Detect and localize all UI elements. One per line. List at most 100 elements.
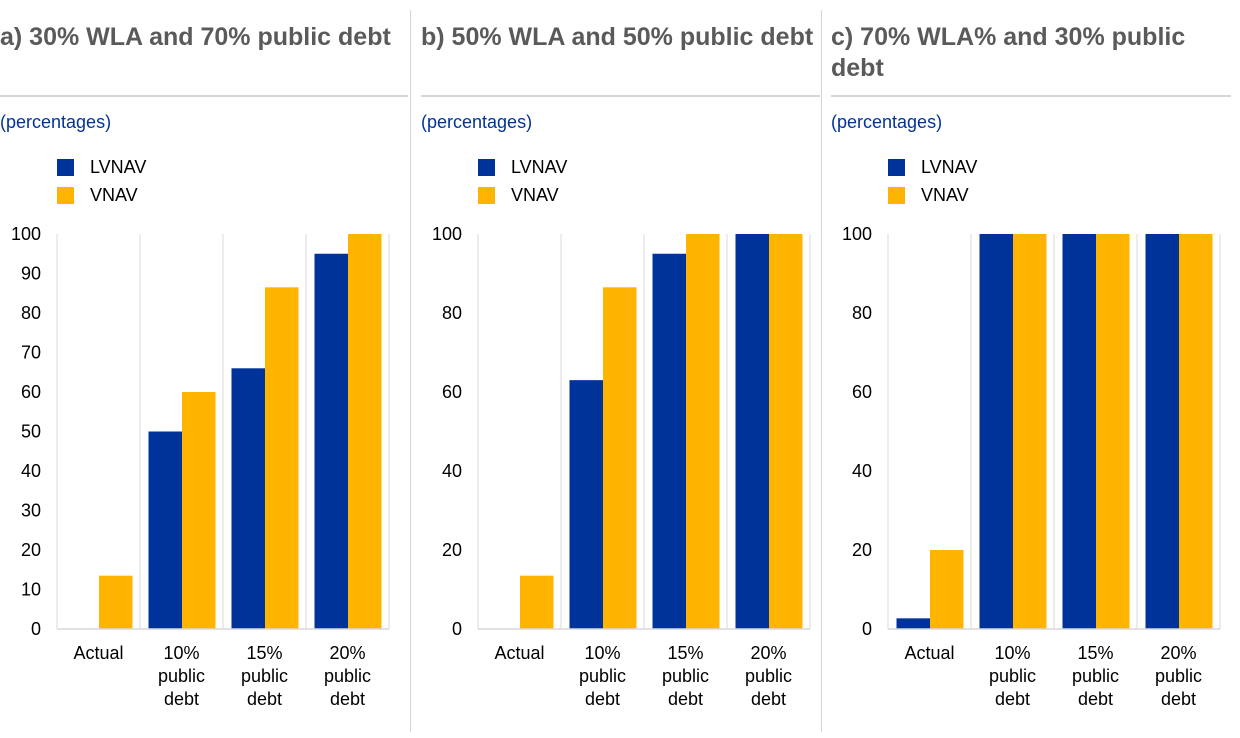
x-tick-label-line: debt bbox=[247, 689, 282, 709]
bar-vnav bbox=[603, 287, 637, 629]
legend-swatch-lvnav bbox=[478, 159, 495, 176]
bar-vnav bbox=[1013, 234, 1047, 629]
y-tick-label: 50 bbox=[21, 422, 41, 442]
bar-lvnav bbox=[735, 234, 769, 629]
legend-swatch-vnav bbox=[57, 187, 74, 204]
legend-label-vnav: VNAV bbox=[511, 185, 559, 205]
x-tick-label-line: debt bbox=[1078, 689, 1113, 709]
panel-divider bbox=[821, 10, 822, 732]
x-tick-label-line: public bbox=[989, 666, 1036, 686]
bar-lvnav bbox=[148, 431, 182, 629]
x-tick-label: 15% public debt bbox=[1072, 643, 1119, 709]
bar-vnav bbox=[265, 287, 299, 629]
legend-swatch-lvnav bbox=[57, 159, 74, 176]
x-tick-label-line: debt bbox=[330, 689, 365, 709]
x-tick-label-line: 15% bbox=[246, 643, 282, 663]
y-tick-label: 40 bbox=[442, 461, 462, 481]
x-tick-label-line: 10% bbox=[163, 643, 199, 663]
x-tick-label-line: debt bbox=[164, 689, 199, 709]
x-tick-label-line: public bbox=[324, 666, 371, 686]
y-tick-label: 20 bbox=[852, 540, 872, 560]
y-tick-label: 80 bbox=[21, 303, 41, 323]
y-tick-label: 60 bbox=[21, 382, 41, 402]
bar-chart-c: 0 20 40 60 80 100 Actual 10% public debt 15% public… bbox=[842, 224, 1221, 709]
bar-vnav bbox=[1179, 234, 1213, 629]
x-tick-label: Actual bbox=[494, 643, 544, 663]
y-tick-label: 10 bbox=[21, 580, 41, 600]
x-tick-label: Actual bbox=[73, 643, 123, 663]
bar-lvnav bbox=[231, 368, 265, 629]
bar-vnav bbox=[686, 234, 720, 629]
y-tick-label: 100 bbox=[432, 224, 462, 244]
legend-label-vnav: VNAV bbox=[921, 185, 969, 205]
y-tick-label: 0 bbox=[452, 619, 462, 639]
x-tick-label-line: public bbox=[745, 666, 792, 686]
y-tick-label: 100 bbox=[842, 224, 872, 244]
bar-vnav bbox=[520, 575, 554, 629]
chart-title: b) 50% WLA and 50% public debt bbox=[421, 23, 814, 51]
x-tick-label-line: 10% bbox=[994, 643, 1030, 663]
x-tick-label-line: public bbox=[241, 666, 288, 686]
bar-lvnav bbox=[652, 253, 686, 629]
chart-subtitle: (percentages) bbox=[421, 112, 533, 132]
panel-divider bbox=[410, 10, 411, 732]
chart-panel-a: a) 30% WLA and 70% public debt (percenta… bbox=[0, 0, 408, 738]
chart-panel-c: c) 70% WLA% and 30% public debt (percent… bbox=[831, 0, 1231, 738]
y-tick-label: 60 bbox=[852, 382, 872, 402]
bar-lvnav bbox=[896, 618, 930, 629]
legend-swatch-vnav bbox=[478, 187, 495, 204]
legend-label-vnav: VNAV bbox=[90, 185, 138, 205]
y-tick-label: 20 bbox=[21, 540, 41, 560]
y-tick-label: 40 bbox=[852, 461, 872, 481]
x-tick-label-line: Actual bbox=[904, 643, 954, 663]
bar-lvnav bbox=[314, 253, 348, 629]
bar-chart-b: 0 20 40 60 80 100 Actual 10% public debt 15% public… bbox=[432, 224, 811, 709]
x-tick-label: Actual bbox=[904, 643, 954, 663]
y-tick-label: 70 bbox=[21, 343, 41, 363]
x-tick-label-line: debt bbox=[585, 689, 620, 709]
x-tick-label-line: Actual bbox=[494, 643, 544, 663]
legend-label-lvnav: LVNAV bbox=[921, 157, 978, 177]
legend-swatch-vnav bbox=[888, 187, 905, 204]
x-tick-label-line: debt bbox=[668, 689, 703, 709]
chart-title: a) 30% WLA and 70% public debt bbox=[0, 23, 391, 51]
x-tick-label-line: 15% bbox=[667, 643, 703, 663]
x-tick-label-line: 15% bbox=[1077, 643, 1113, 663]
x-tick-label: 20% public debt bbox=[324, 643, 371, 709]
legend-label-lvnav: LVNAV bbox=[90, 157, 147, 177]
y-tick-label: 0 bbox=[862, 619, 872, 639]
y-tick-label: 90 bbox=[21, 264, 41, 284]
legend-swatch-lvnav bbox=[888, 159, 905, 176]
x-tick-label-line: debt bbox=[995, 689, 1030, 709]
y-tick-label: 60 bbox=[442, 382, 462, 402]
bar-lvnav bbox=[569, 380, 603, 629]
legend-label-lvnav: LVNAV bbox=[511, 157, 568, 177]
x-tick-label-line: public bbox=[662, 666, 709, 686]
bar-lvnav bbox=[1062, 234, 1096, 629]
x-tick-label: 10% public debt bbox=[989, 643, 1036, 709]
x-tick-label-line: public bbox=[158, 666, 205, 686]
x-tick-label: 10% public debt bbox=[579, 643, 626, 709]
chart-subtitle: (percentages) bbox=[0, 112, 112, 132]
bar-vnav bbox=[99, 575, 133, 629]
x-tick-label-line: public bbox=[1072, 666, 1119, 686]
chart-title: c) 70% WLA% and 30% public debt bbox=[831, 23, 1186, 82]
bar-vnav bbox=[769, 234, 803, 629]
chart-panel-b: b) 50% WLA and 50% public debt (percenta… bbox=[421, 0, 820, 738]
chart-subtitle: (percentages) bbox=[831, 112, 943, 132]
title-rule bbox=[0, 95, 408, 97]
y-tick-label: 30 bbox=[21, 501, 41, 521]
x-tick-label: 20% public debt bbox=[745, 643, 792, 709]
y-tick-label: 80 bbox=[852, 303, 872, 323]
bar-vnav bbox=[182, 392, 216, 629]
bar-vnav bbox=[348, 234, 382, 629]
bar-vnav bbox=[1096, 234, 1130, 629]
x-tick-label-line: Actual bbox=[73, 643, 123, 663]
x-tick-label-line: public bbox=[579, 666, 626, 686]
x-tick-label-line: public bbox=[1155, 666, 1202, 686]
bar-chart-a: 0 10 20 30 40 50 60 70 80 90 100 Actual 10% public deb… bbox=[11, 224, 390, 709]
x-tick-label-line: debt bbox=[751, 689, 786, 709]
title-rule bbox=[831, 95, 1231, 97]
title-rule bbox=[421, 95, 820, 97]
x-tick-label: 10% public debt bbox=[158, 643, 205, 709]
